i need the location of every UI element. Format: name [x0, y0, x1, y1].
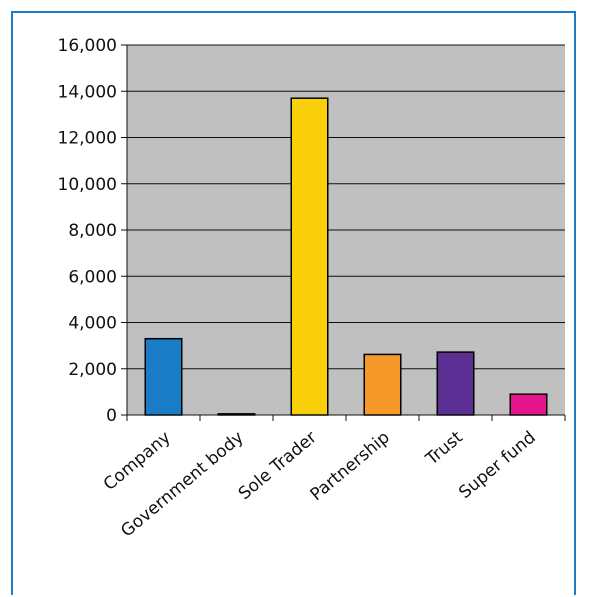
y-tick-label: 12,000 [58, 129, 117, 149]
x-tick-label: Super fund [455, 428, 540, 503]
chart-frame [11, 11, 576, 595]
y-tick-label: 16,000 [58, 36, 117, 56]
bar-partnership [363, 353, 402, 416]
x-tick-label: Company [100, 428, 175, 495]
y-tick-label: 0 [106, 406, 117, 426]
bar-sole-trader [290, 97, 329, 416]
x-tick-label: Trust [422, 427, 467, 470]
bars [144, 97, 548, 416]
bar-super-fund [509, 393, 548, 416]
y-tick-label: 6,000 [68, 267, 117, 287]
y-tick-label: 10,000 [58, 175, 117, 195]
axes [121, 44, 566, 421]
gridlines [127, 44, 565, 370]
y-tick-labels: 0 2,000 4,000 6,000 8,000 10,000 12,000 14,000 1… [58, 36, 117, 426]
x-tick-label: Government body [117, 428, 247, 542]
bar-trust [436, 351, 475, 416]
y-tick-label: 8,000 [68, 221, 117, 241]
bar-company [144, 337, 183, 416]
y-tick-label: 14,000 [58, 82, 117, 102]
y-tick-label: 4,000 [68, 314, 117, 334]
x-tick-label: Partnership [307, 428, 394, 506]
y-tick-label: 2,000 [68, 360, 117, 380]
